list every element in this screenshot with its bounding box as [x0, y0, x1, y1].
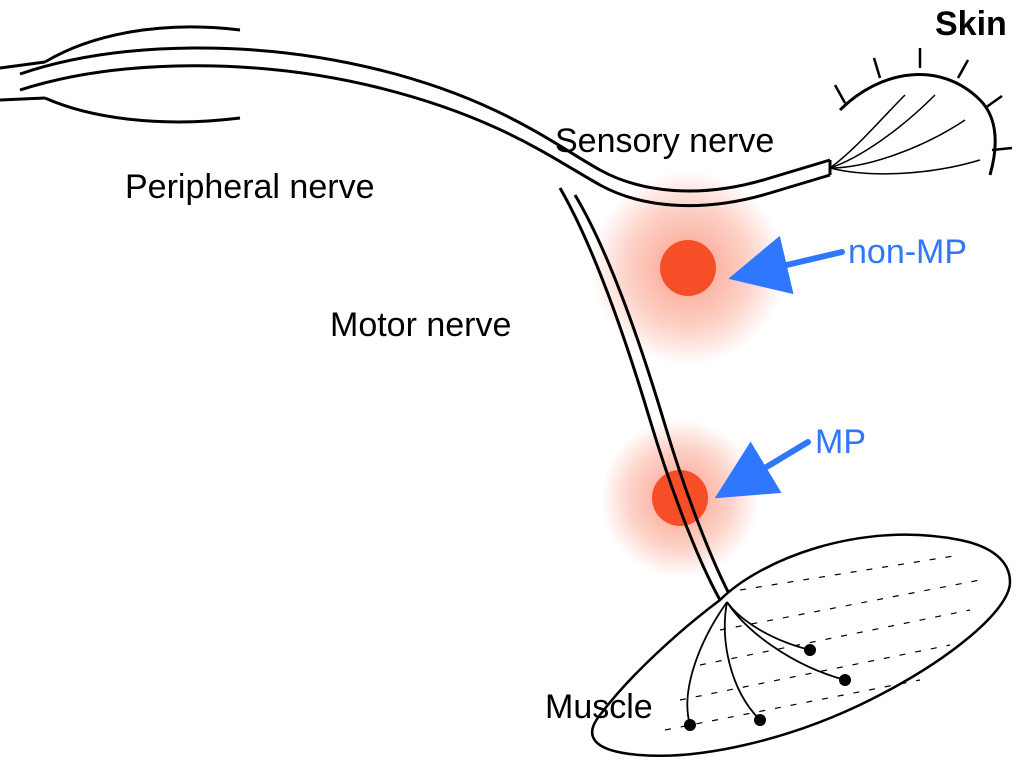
sensory-fiber-4 [830, 160, 980, 174]
synapse-dot [684, 719, 696, 731]
synapse-dot [754, 714, 766, 726]
sensory-fiber-3 [830, 120, 965, 168]
label-motor-nerve: Motor nerve [330, 306, 511, 345]
arrow-mp [725, 442, 808, 492]
label-peripheral-nerve: Peripheral nerve [125, 168, 374, 207]
skin-tick-1 [835, 85, 845, 103]
skin-tick-5 [985, 96, 1002, 108]
root-tail-2 [0, 98, 45, 100]
label-muscle: Muscle [545, 688, 653, 727]
skin-arc [840, 75, 995, 175]
skin-tick-2 [874, 58, 880, 78]
label-sensory-nerve: Sensory nerve [555, 122, 774, 161]
label-mp: MP [815, 423, 866, 462]
skin-tick-4 [958, 60, 968, 78]
root-branch-lower [45, 98, 240, 122]
motor-lower [575, 195, 735, 605]
motor-upper [560, 188, 720, 600]
diagram-svg [0, 0, 1024, 771]
synapse-dot [804, 644, 816, 656]
synapse-dot [839, 674, 851, 686]
label-non-mp: non-MP [848, 233, 967, 272]
root-branch-upper [45, 27, 240, 62]
label-skin: Skin [935, 5, 1007, 44]
diagram-canvas: Skin Sensory nerve Peripheral nerve Moto… [0, 0, 1024, 771]
arrow-non-mp [740, 252, 842, 276]
